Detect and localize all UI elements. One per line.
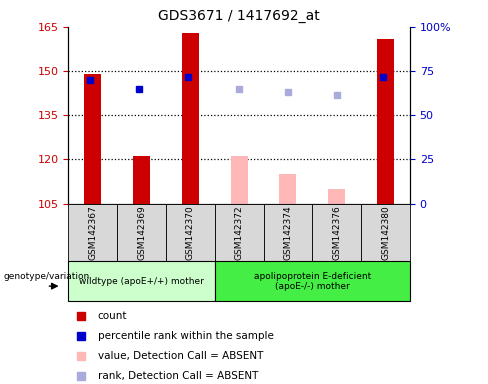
Bar (133, 156, 150, 204)
Bar (182, 33, 199, 204)
Bar (230, 156, 248, 204)
Bar (117, 204, 166, 261)
Bar (377, 39, 394, 204)
Bar (68, 261, 215, 301)
Text: count: count (98, 311, 127, 321)
Text: wildtype (apoE+/+) mother: wildtype (apoE+/+) mother (79, 277, 204, 286)
Bar (279, 174, 297, 204)
Bar (68, 204, 117, 261)
Bar (166, 204, 215, 261)
Bar (328, 189, 345, 204)
Text: apolipoprotein E-deficient
(apoE-/-) mother: apolipoprotein E-deficient (apoE-/-) mot… (254, 271, 371, 291)
Text: GSM142372: GSM142372 (235, 205, 244, 260)
Text: GSM142380: GSM142380 (381, 205, 390, 260)
Text: genotype/variation: genotype/variation (3, 272, 90, 281)
Bar (361, 204, 410, 261)
Text: GSM142370: GSM142370 (186, 205, 195, 260)
Bar (215, 204, 264, 261)
Bar (312, 204, 361, 261)
Text: rank, Detection Call = ABSENT: rank, Detection Call = ABSENT (98, 371, 258, 381)
Title: GDS3671 / 1417692_at: GDS3671 / 1417692_at (158, 9, 320, 23)
Text: value, Detection Call = ABSENT: value, Detection Call = ABSENT (98, 351, 263, 361)
Text: percentile rank within the sample: percentile rank within the sample (98, 331, 274, 341)
Text: GSM142369: GSM142369 (137, 205, 146, 260)
Text: GSM142367: GSM142367 (88, 205, 97, 260)
Bar (215, 261, 410, 301)
Text: GSM142374: GSM142374 (284, 205, 292, 260)
Bar (84, 74, 102, 204)
Bar (264, 204, 312, 261)
Text: GSM142376: GSM142376 (332, 205, 341, 260)
